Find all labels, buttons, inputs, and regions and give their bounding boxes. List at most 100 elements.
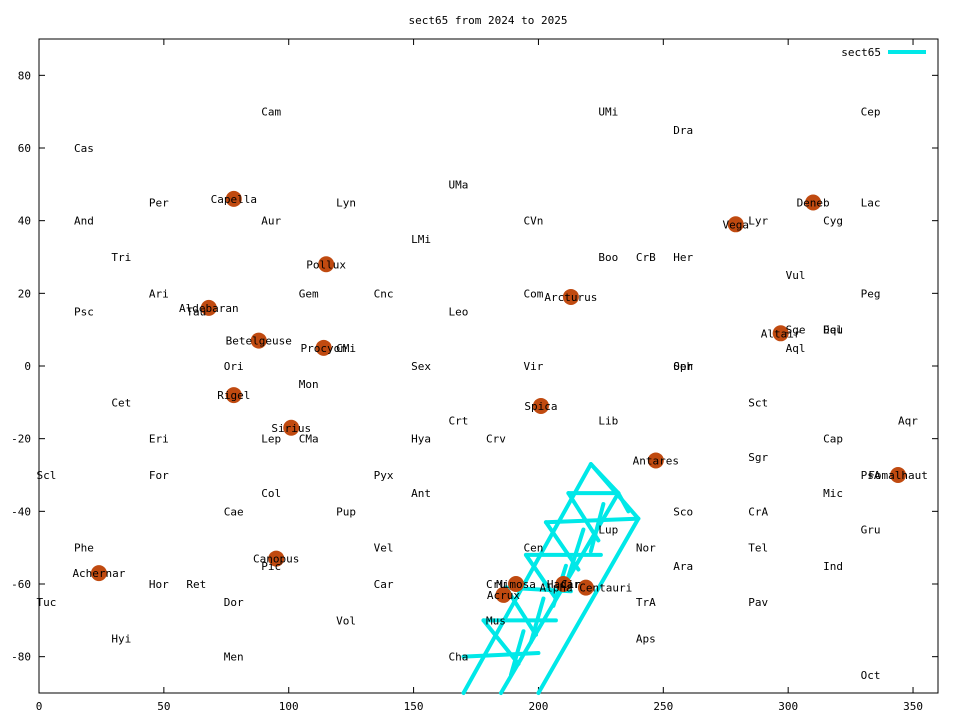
constellation-label: UMi — [598, 106, 618, 119]
constellation-label: Cep — [861, 106, 881, 119]
constellation-label: Gem — [299, 287, 319, 300]
constellation-label: Peg — [861, 287, 881, 300]
star-marker — [90, 565, 107, 582]
constellation-label: Ori — [224, 360, 244, 373]
star-marker — [727, 216, 744, 233]
constellation-label: Crv — [486, 433, 506, 446]
star-label: Aldebaran — [179, 302, 239, 315]
y-tick-label: -60 — [11, 578, 31, 591]
constellation-label: Sex — [411, 360, 431, 373]
star-markers — [90, 190, 907, 603]
constellation-label: Aps — [636, 633, 656, 646]
constellation-label: Lep — [261, 433, 281, 446]
constellation-label: Psc — [74, 306, 94, 319]
star-marker — [555, 576, 572, 592]
constellation-label: Col — [261, 487, 281, 500]
x-tick-label: 200 — [529, 700, 549, 713]
constellation-label: Nor — [636, 542, 656, 555]
constellation-label: Hya — [411, 433, 431, 446]
track-segment — [523, 552, 558, 601]
constellation-label: Oph — [673, 360, 693, 373]
star-label: Pollux — [306, 258, 346, 271]
star-labels: Capella Aldebaran Betelgeuse Rigel Sirius Can… — [72, 193, 927, 602]
constellation-label: Tel — [748, 542, 768, 555]
star-label: Antares — [633, 454, 679, 467]
constellation-label: Mus — [486, 614, 506, 627]
constellation-label: Tuc — [37, 596, 57, 609]
star-label: Procyon — [301, 342, 347, 355]
track-segment — [536, 516, 641, 695]
star-label: Altair — [761, 327, 801, 340]
track-segment — [588, 462, 621, 496]
constellation-label: Dra — [673, 124, 693, 137]
star-marker — [225, 387, 242, 404]
star-label: Alpha Centauri — [540, 582, 633, 595]
track-segment — [461, 651, 541, 659]
constellation-label: CMa — [299, 433, 319, 446]
constellation-label: Pup — [336, 505, 356, 518]
star-label: Hadar — [547, 578, 580, 591]
constellation-label: Her — [673, 251, 693, 264]
y-tick-label: -40 — [11, 505, 31, 518]
constellation-label: Lac — [861, 197, 881, 210]
star-label: Betelgeuse — [226, 335, 292, 348]
constellation-labels: Cam UMi Cep Dra Cas UMa Per Lyn Lac And Aur CVn Lyr C… — [37, 106, 919, 682]
constellation-label: Aur — [261, 215, 281, 228]
star-marker — [772, 325, 789, 342]
constellation-label: Leo — [449, 306, 469, 319]
star-marker — [577, 579, 594, 596]
constellation-label: LMi — [411, 233, 431, 246]
constellation-label: Cir — [561, 578, 581, 591]
constellation-label: Sco — [673, 505, 693, 518]
star-marker — [805, 194, 822, 211]
star-marker — [283, 419, 300, 436]
track-segment — [481, 618, 521, 666]
constellation-label: Cae — [224, 505, 244, 518]
constellation-label: Vir — [523, 360, 543, 373]
constellation-label: Gru — [861, 524, 881, 537]
star-marker — [647, 452, 664, 469]
constellation-label: Eri — [149, 433, 169, 446]
constellation-label: Tau — [186, 306, 206, 319]
star-label: Sirius — [271, 422, 311, 435]
constellation-label: Equ — [823, 324, 843, 337]
x-axis: 0 50 100 150 200 250 300 350 — [36, 39, 923, 713]
constellation-label: Vul — [786, 269, 806, 282]
track-segment — [588, 502, 606, 554]
star-marker — [507, 576, 524, 592]
star-marker — [890, 467, 907, 483]
constellation-label: PsA — [861, 469, 881, 482]
constellation-label: Cas — [74, 142, 94, 155]
constellation-label: CrA — [748, 505, 768, 518]
star-marker — [200, 299, 217, 316]
track-segment — [616, 491, 631, 514]
constellation-label: UMa — [449, 178, 469, 191]
legend: sect65 — [841, 46, 926, 59]
constellation-label: Sgr — [748, 451, 768, 464]
constellation-label: Lup — [598, 524, 618, 537]
constellation-label: Ant — [411, 487, 431, 500]
constellation-label: Sge — [786, 324, 806, 337]
constellation-label: Cru — [486, 578, 506, 591]
constellation-label: Per — [149, 197, 169, 210]
star-label: Rigel — [217, 389, 250, 402]
constellation-label: Mon — [299, 378, 319, 391]
y-tick-label: 60 — [18, 142, 31, 155]
constellation-label: Pav — [748, 596, 768, 609]
constellation-label: Pic — [261, 560, 281, 573]
star-marker — [250, 332, 267, 349]
y-tick-label: -80 — [11, 651, 31, 664]
star-marker — [315, 339, 332, 356]
x-tick-label: 300 — [778, 700, 798, 713]
constellation-label: Ari — [149, 287, 169, 300]
constellation-label: Dor — [224, 596, 244, 609]
track-segment — [566, 491, 601, 543]
star-label: Capella — [211, 193, 257, 206]
legend-label: sect65 — [841, 46, 881, 59]
y-tick-label: 20 — [18, 287, 31, 300]
constellation-label: Cam — [261, 106, 281, 119]
star-marker — [562, 288, 579, 305]
constellation-label: CrB — [636, 251, 656, 264]
constellation-label: Cap — [823, 433, 843, 446]
track-segment — [566, 527, 586, 579]
